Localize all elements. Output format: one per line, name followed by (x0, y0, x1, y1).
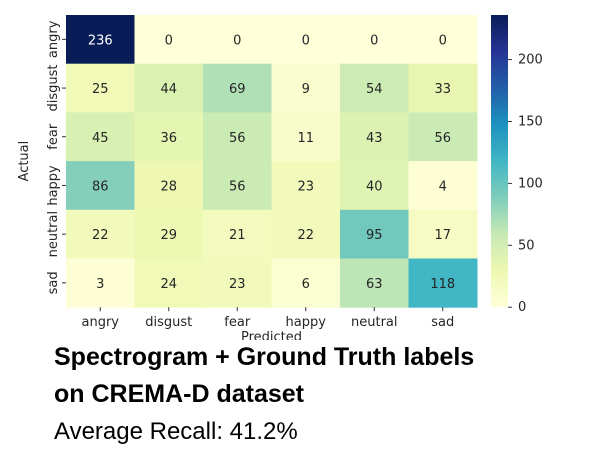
x-axis-label: Predicted (241, 330, 302, 340)
colorbar-tick-label: 200 (518, 53, 543, 68)
heatmap-cell (408, 258, 478, 308)
cell-value-label: 11 (297, 131, 314, 146)
heatmap-cell (271, 209, 341, 259)
x-tick-label: disgust (145, 315, 192, 330)
cell-value-label: 69 (229, 82, 246, 97)
cell-value-label: 3 (96, 277, 104, 292)
cell-value-label: 21 (229, 228, 246, 243)
heatmap-cell (340, 258, 409, 308)
heatmap-cell (66, 112, 135, 162)
y-tick-label: fear (46, 123, 61, 150)
cell-value-label: 22 (92, 228, 109, 243)
heatmap-cell (134, 161, 204, 211)
cell-value-label: 95 (366, 228, 383, 243)
cell-value-label: 23 (297, 179, 314, 194)
cell-value-label: 25 (92, 82, 109, 97)
colorbar-tick-label: 150 (518, 114, 543, 129)
heatmap-cell (66, 258, 135, 308)
heatmap-cell (271, 161, 341, 211)
heatmap-cell (340, 209, 409, 259)
cell-value-label: 36 (160, 131, 177, 146)
heatmap-cell (340, 15, 409, 65)
heatmap-cell (203, 258, 272, 308)
heatmap-cell (203, 63, 272, 113)
heatmap-cell (408, 112, 478, 162)
cell-value-label: 56 (434, 131, 451, 146)
cell-value-label: 45 (92, 131, 109, 146)
cell-value-label: 22 (297, 228, 314, 243)
heatmap-cell (203, 209, 272, 259)
cell-value-label: 0 (439, 33, 447, 48)
y-tick-label: disgust (46, 65, 61, 112)
cell-value-label: 118 (430, 277, 455, 292)
y-tick-label: sad (46, 271, 61, 294)
y-tick-label: happy (46, 165, 61, 206)
heatmap-cell (271, 63, 341, 113)
cell-value-label: 236 (88, 33, 113, 48)
heatmap-cell (203, 15, 272, 65)
cell-value-label: 86 (92, 179, 109, 194)
x-tick-label: happy (286, 315, 327, 330)
heatmap-cell (408, 63, 478, 113)
cell-value-label: 29 (160, 228, 177, 243)
heatmap-cell (271, 15, 341, 65)
y-axis-label: Actual (17, 141, 32, 182)
y-tick-label: neutral (46, 211, 61, 258)
x-tick-label: fear (224, 315, 251, 330)
heatmap-cell (134, 63, 204, 113)
heatmap-cell (271, 258, 341, 308)
heatmap-cell (340, 161, 409, 211)
heatmap-cell (340, 112, 409, 162)
cell-value-label: 56 (229, 179, 246, 194)
y-tick-label: angry (46, 20, 61, 58)
cell-value-label: 0 (370, 33, 378, 48)
cell-value-label: 0 (233, 33, 241, 48)
colorbar-tick-label: 100 (518, 176, 543, 191)
cell-value-label: 24 (160, 277, 177, 292)
caption-title-line2: on CREMA-D dataset (54, 380, 305, 408)
colorbar-tick-label: 0 (518, 300, 526, 315)
cell-value-label: 28 (160, 179, 177, 194)
cell-value-label: 0 (165, 33, 173, 48)
cell-value-label: 56 (229, 131, 246, 146)
cell-value-label: 40 (366, 179, 383, 194)
cell-value-label: 4 (439, 179, 447, 194)
cell-value-label: 23 (229, 277, 246, 292)
caption-title-line1: Spectrogram + Ground Truth labels (54, 343, 475, 371)
x-tick-label: sad (431, 315, 454, 330)
cell-value-label: 0 (302, 33, 310, 48)
heatmap-cell (408, 161, 478, 211)
heatmap-cell (271, 112, 341, 162)
heatmap-cell (340, 63, 409, 113)
heatmap-cell (408, 15, 478, 65)
cell-value-label: 44 (160, 82, 177, 97)
heatmap-cell (66, 161, 135, 211)
x-tick-label: angry (82, 315, 120, 330)
cell-value-label: 43 (366, 131, 383, 146)
cell-value-label: 6 (302, 277, 310, 292)
heatmap-cell (134, 15, 204, 65)
cell-value-label: 9 (302, 82, 310, 97)
average-recall-text: Average Recall: 41.2% (54, 418, 298, 445)
colorbar-tick-label: 50 (518, 238, 535, 253)
cell-value-label: 54 (366, 82, 383, 97)
heatmap-cell (203, 161, 272, 211)
heatmap-cell (134, 112, 204, 162)
colorbar (491, 15, 508, 308)
x-tick-label: neutral (351, 315, 398, 330)
heatmap-cell (134, 258, 204, 308)
heatmap-cell (66, 209, 135, 259)
cell-value-label: 17 (434, 228, 451, 243)
cell-value-label: 63 (366, 277, 383, 292)
heatmap-cell (66, 15, 135, 65)
heatmap-cell (134, 209, 204, 259)
cell-value-label: 33 (434, 82, 451, 97)
heatmap-cell (203, 112, 272, 162)
heatmap-cell (408, 209, 478, 259)
heatmap-cell (66, 63, 135, 113)
